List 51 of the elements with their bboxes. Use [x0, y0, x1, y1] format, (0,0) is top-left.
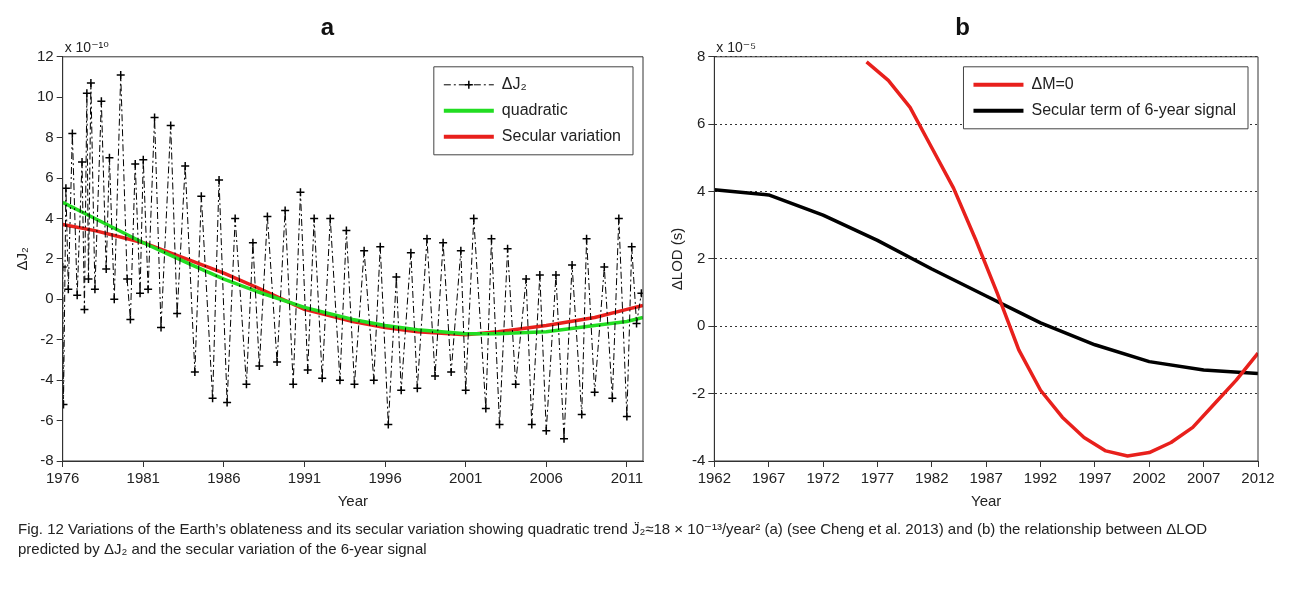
y-tick-label: -4 — [691, 451, 706, 469]
x-tick-label: 1986 — [207, 469, 241, 487]
chart-title: a — [320, 13, 335, 41]
legend-label: ΔM=0 — [1031, 75, 1074, 93]
y-tick-label: 0 — [45, 289, 54, 307]
x-tick-label: 1962 — [697, 469, 732, 487]
x-axis-title: Year — [971, 492, 1002, 510]
x-tick-label: 2002 — [1132, 469, 1166, 487]
x-tick-label: 1992 — [1023, 469, 1058, 487]
legend-label: Secular variation — [501, 127, 621, 145]
y-tick-label: 2 — [45, 249, 54, 267]
x-tick-label: 2006 — [529, 469, 563, 487]
x-tick-label: 1976 — [46, 469, 80, 487]
x-tick-label: 1982 — [915, 469, 949, 487]
x-tick-label: 1967 — [752, 469, 786, 487]
x-tick-label: 1977 — [860, 469, 895, 487]
y-axis-title: ΔLOD (s) — [668, 227, 686, 291]
text: x 10⁻¹⁰ — [64, 38, 110, 55]
y-tick-label: 4 — [45, 208, 54, 226]
x-tick-label: 1972 — [806, 469, 840, 487]
y-tick-label: 4 — [696, 181, 706, 199]
x-tick-label: 2012 — [1241, 469, 1275, 487]
chart-title: b — [955, 13, 970, 41]
y-tick-label: 2 — [696, 249, 706, 267]
legend-label: quadratic — [501, 101, 568, 119]
x-tick-label: 1997 — [1078, 469, 1112, 487]
legend-label: Secular term of 6-year signal — [1031, 101, 1236, 119]
caption: Fig. 12 Variations of the Earth’s oblateness and its secular variation showing quadratic trend J̈₂≈18 × 10⁻¹³/year² (a) (see Cheng et al. 2013) and (b) the relationship between ΔLOD predicted by ΔJ₂ and the secular variation of the 6-year signal — [17, 519, 1209, 560]
x-axis-title: Year — [337, 492, 368, 510]
legend-label: ΔJ₂ — [501, 75, 527, 93]
y-tick-label: 12 — [37, 46, 54, 64]
y-tick-label: -2 — [40, 329, 54, 347]
y-tick-label: -4 — [40, 370, 54, 388]
y-tick-label: -2 — [691, 383, 706, 401]
y-tick-label: 6 — [45, 168, 54, 186]
x-tick-label: 2007 — [1186, 469, 1221, 487]
x-tick-label: 1987 — [969, 469, 1003, 487]
y-axis-title: ΔJ₂ — [13, 247, 31, 271]
x-tick-label: 1996 — [368, 469, 402, 487]
text: x 10⁻⁵ — [716, 38, 756, 55]
y-tick-label: 0 — [696, 316, 706, 334]
x-tick-label: 1981 — [126, 469, 160, 487]
x-tick-label: 2001 — [448, 469, 483, 487]
y-tick-label: 10 — [37, 87, 54, 105]
y-tick-label: 8 — [696, 46, 706, 64]
y-tick-label: 6 — [696, 114, 706, 132]
x-tick-label: 2011 — [610, 469, 644, 487]
y-tick-label: -8 — [40, 451, 54, 469]
x-tick-label: 1991 — [287, 469, 322, 487]
y-tick-label: 8 — [45, 127, 54, 145]
y-tick-label: -6 — [40, 410, 54, 428]
